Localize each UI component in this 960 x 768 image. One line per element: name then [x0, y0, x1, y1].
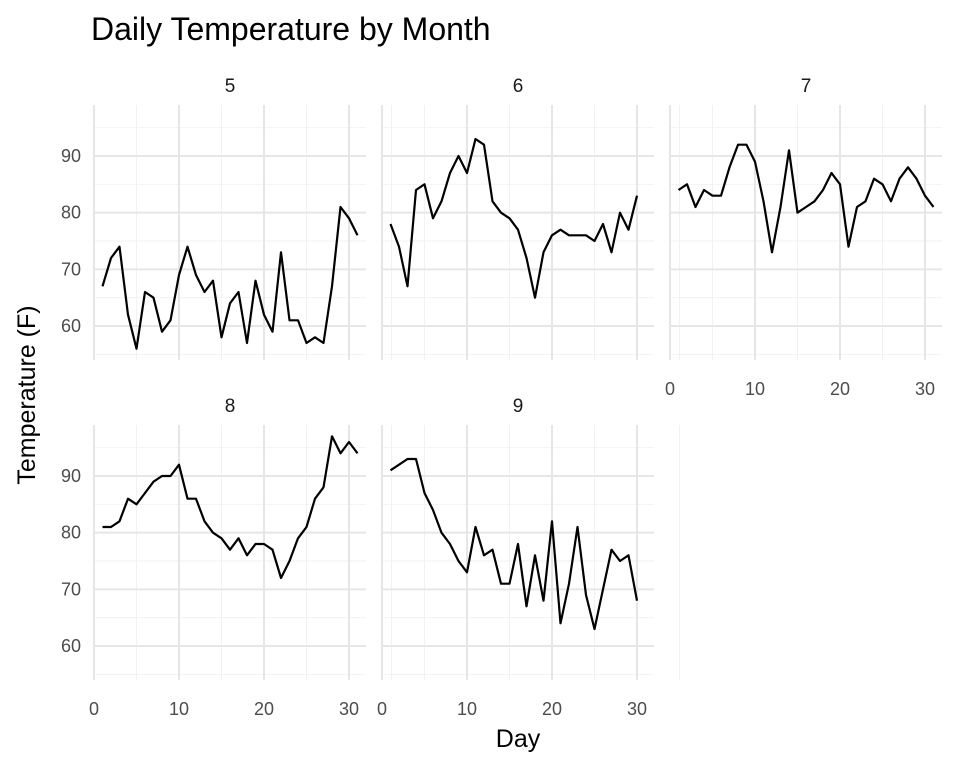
facet-label: 6: [513, 76, 524, 97]
x-axis-title: Day: [496, 725, 541, 753]
facet-panel-7: 7 0 10 20 30: [665, 76, 942, 399]
facet-panel-9: 9 0 10 20 30: [377, 396, 680, 719]
x-tick-label: 20: [830, 379, 850, 399]
series-line-8: [102, 435, 359, 580]
y-tick-label: 60: [61, 316, 81, 336]
facet-label: 9: [513, 396, 524, 417]
y-tick-label: 80: [61, 523, 81, 543]
x-tick-label: 20: [542, 699, 562, 719]
x-tick-label: 20: [254, 699, 274, 719]
facet-label: 7: [801, 76, 812, 97]
y-tick-label: 90: [61, 466, 81, 486]
series-line-5: [101, 205, 359, 350]
facet-panel-5: 5 60 70 80 90: [61, 76, 392, 360]
y-tick-label: 70: [61, 579, 81, 599]
series-line-6: [389, 137, 639, 299]
facet-label: 8: [225, 396, 236, 417]
x-tick-label: 0: [89, 699, 99, 719]
series-line-7: [677, 143, 935, 254]
series-line-9: [389, 457, 639, 631]
facet-panel-6: 6: [381, 76, 680, 360]
x-tick-label: 30: [627, 699, 647, 719]
y-axis-title: Temperature (F): [13, 305, 41, 484]
x-tick-label: 10: [457, 699, 477, 719]
x-tick-label: 0: [377, 699, 387, 719]
x-tick-label: 0: [665, 379, 675, 399]
y-tick-label: 70: [61, 259, 81, 279]
y-tick-label: 90: [61, 146, 81, 166]
chart-title: Daily Temperature by Month: [91, 11, 491, 47]
y-tick-label: 60: [61, 636, 81, 656]
y-tick-label: 80: [61, 203, 81, 223]
x-tick-label: 10: [745, 379, 765, 399]
facet-label: 5: [225, 76, 236, 97]
x-tick-label: 30: [915, 379, 935, 399]
x-tick-label: 10: [169, 699, 189, 719]
x-tick-label: 30: [339, 699, 359, 719]
